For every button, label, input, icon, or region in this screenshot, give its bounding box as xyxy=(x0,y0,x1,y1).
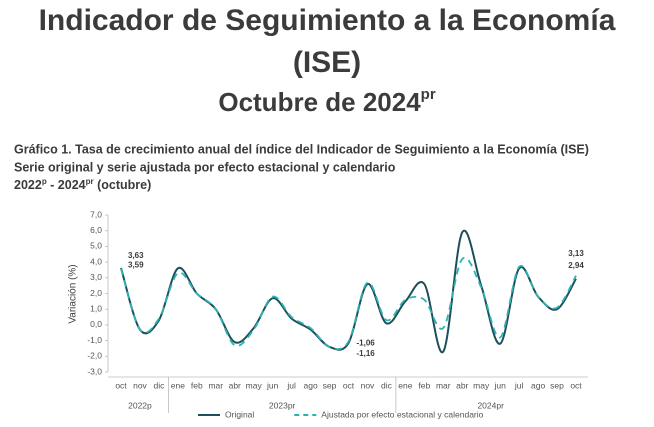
page-title: (ISE) xyxy=(293,46,361,79)
x-group-label: 2022p xyxy=(128,400,152,410)
legend-label: Ajustada por efecto estacional y calenda… xyxy=(321,409,483,419)
y-tick-label: 4,0 xyxy=(90,256,102,266)
x-tick-label: oct xyxy=(570,380,582,390)
date-sup: pr xyxy=(421,86,436,103)
page-title: Indicador de Seguimiento a la Economía xyxy=(39,4,616,37)
x-tick-label: ago xyxy=(303,380,317,390)
legend-label: Original xyxy=(225,409,254,419)
period: - 2024 xyxy=(47,178,86,192)
x-tick-label: sep xyxy=(323,380,337,390)
x-tick-label: ene xyxy=(171,380,185,390)
x-tick-label: jun xyxy=(493,380,506,390)
x-tick-label: feb xyxy=(191,380,203,390)
period-sup: pr xyxy=(86,177,94,186)
y-tick-label: 0,0 xyxy=(90,319,102,329)
x-tick-label: jul xyxy=(514,380,524,390)
x-tick-label: jun xyxy=(266,380,279,390)
x-tick-label: feb xyxy=(418,380,430,390)
date: Octubre de 2024 xyxy=(218,87,421,117)
chart-title: Gráfico 1. Tasa de crecimiento anual del… xyxy=(14,142,589,156)
y-tick-label: 1,0 xyxy=(90,303,102,313)
x-tick-label: oct xyxy=(115,380,127,390)
x-tick-label: mar xyxy=(208,380,223,390)
data-label: 3,63 xyxy=(128,251,144,260)
y-tick-label: -1,0 xyxy=(87,335,102,345)
period-sup: p xyxy=(42,177,47,186)
period: 2022 xyxy=(14,178,42,192)
series-line xyxy=(120,256,577,350)
y-tick-label: 7,0 xyxy=(90,209,102,219)
x-group-label: 2024pr xyxy=(477,400,504,410)
data-label: 3,13 xyxy=(568,249,584,258)
data-label: 2,94 xyxy=(568,261,584,270)
chart-title: Serie original y serie ajustada por efec… xyxy=(14,160,396,174)
y-tick-label: 2,0 xyxy=(90,288,102,298)
y-tick-label: 3,0 xyxy=(90,272,102,282)
y-tick-label: -2,0 xyxy=(87,351,102,361)
y-tick-label: 5,0 xyxy=(90,241,102,251)
y-tick-label: 6,0 xyxy=(90,225,102,235)
data-label: -1,16 xyxy=(357,349,376,358)
x-tick-label: nov xyxy=(361,380,375,390)
x-tick-label: jul xyxy=(286,380,296,390)
x-tick-label: dic xyxy=(381,380,393,390)
y-axis-label: Variación (%) xyxy=(68,264,79,323)
x-tick-label: oct xyxy=(343,380,355,390)
x-tick-label: sep xyxy=(550,380,564,390)
x-tick-label: nov xyxy=(133,380,147,390)
y-tick-label: -3,0 xyxy=(87,366,102,376)
x-tick-label: dic xyxy=(153,380,165,390)
x-tick-label: may xyxy=(473,380,490,390)
x-tick-label: ago xyxy=(531,380,545,390)
x-tick-label: ene xyxy=(398,380,412,390)
page-date: Octubre de 2024pr xyxy=(218,86,435,117)
chart-period: 2022p - 2024pr (octubre) xyxy=(14,177,151,192)
series-line xyxy=(120,229,577,354)
x-tick-label: may xyxy=(246,380,263,390)
period: (octubre) xyxy=(94,178,152,192)
x-tick-label: abr xyxy=(456,380,468,390)
data-label: -1,06 xyxy=(357,339,376,348)
data-label: 3,59 xyxy=(128,261,144,270)
x-tick-label: mar xyxy=(436,380,451,390)
x-tick-label: abr xyxy=(229,380,241,390)
x-group-label: 2023pr xyxy=(269,400,296,410)
